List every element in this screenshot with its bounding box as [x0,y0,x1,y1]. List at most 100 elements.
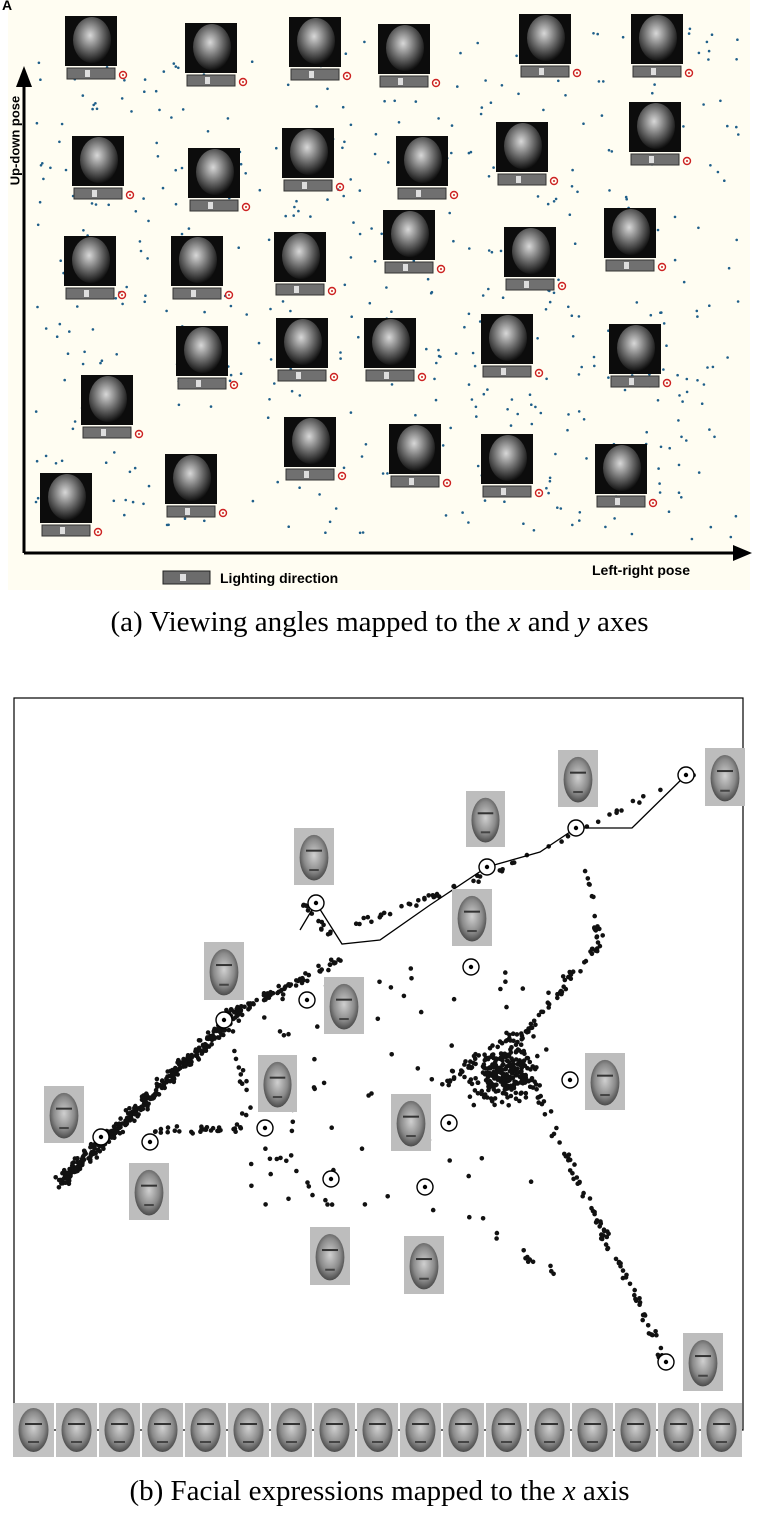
sample-dot [658,491,662,494]
sample-dot [342,466,346,470]
expression-dot [548,1109,554,1114]
expression-dot [489,1052,495,1058]
sample-dot [702,383,706,386]
sample-dot [613,517,616,520]
sample-dot [71,427,75,431]
expression-dot [482,1092,488,1097]
sample-dot [364,443,368,446]
sample-dot [467,383,471,386]
expression-dot [487,1065,493,1070]
strip-face-shape [104,1408,135,1452]
expression-dot [56,1177,62,1183]
sample-dot [557,278,560,282]
lighting-marker [501,368,506,375]
sample-dot [707,58,710,61]
sample-dot [334,507,338,510]
sample-dot [42,177,45,181]
lighting-bar [497,173,547,186]
expression-dot [563,986,569,992]
sample-dot [677,463,681,467]
sample-dot [183,517,187,520]
sample-dot [635,301,639,304]
sample-dot [297,209,300,213]
expression-dot [140,1106,146,1112]
expression-dot [357,921,362,927]
pose-marker [682,156,692,166]
strip-face-shape [61,1408,92,1452]
strip-face-shape [620,1408,651,1452]
strip-face-shape [706,1408,737,1452]
expression-dot [523,1090,529,1096]
expression-dot [632,1287,637,1293]
expression-dot [226,1027,232,1033]
expression-dot [389,1052,395,1057]
expression-dot [319,927,324,932]
expression-dot [494,1236,499,1241]
sample-dot [35,459,39,463]
sample-dot [515,54,518,58]
expression-dot [473,1076,478,1081]
sample-dot [54,462,58,465]
expression-dot [514,1032,520,1037]
expression-dot [94,1155,100,1160]
expression-dot [217,1028,222,1033]
sample-dot [81,94,85,97]
expression-dot [401,993,407,999]
expression-dot [270,990,276,996]
expression-dot [490,1043,495,1048]
sample-dot [556,506,559,510]
sample-dot [735,125,738,129]
expression-dot [539,1009,544,1015]
strip-face-shape [534,1408,565,1452]
expression-dot [519,1049,524,1055]
expression-dot [201,1127,207,1132]
lighting-marker [304,471,309,478]
expression-dot [248,1001,253,1006]
expression-dot [582,960,587,965]
lighting-bar [384,261,434,274]
expression-dot [562,977,568,983]
expression-dot [369,1091,374,1096]
expression-dot [503,1066,509,1072]
sample-dot [736,300,740,303]
sample-dot [577,315,581,318]
expression-dot [243,1112,249,1118]
expression-dot [594,946,600,951]
expression-dot [56,1185,62,1190]
expression-dot [620,1268,626,1273]
face-thumbnail-shape [299,834,329,881]
expression-dot [63,1180,68,1185]
sample-dot [180,166,184,170]
sample-dot [528,393,532,397]
sample-dot [580,365,583,369]
sample-dot [685,377,689,381]
sample-dot [568,213,572,216]
expression-dot [572,1162,577,1167]
pose-marker-dot [339,186,341,188]
sample-dot [293,205,296,209]
sample-dot [437,348,440,352]
expression-dot [319,919,325,925]
expression-dot [244,1087,249,1093]
expression-dot [152,1129,158,1135]
expression-dot [554,1125,559,1131]
expression-dot [499,1067,505,1072]
pose-marker [329,372,339,382]
sample-dot [707,49,711,53]
sample-dot [716,170,720,174]
expression-dot [450,1069,456,1074]
sample-dot [476,464,480,468]
expression-dot [559,989,565,995]
sample-dot [665,344,668,348]
face-thumbnail-eyes [717,770,733,773]
expression-dot [197,1047,203,1053]
sample-dot [95,107,99,111]
expression-dot [471,878,476,884]
pose-marker [224,290,234,300]
expression-dot [158,1126,164,1132]
sample-dot [645,430,648,434]
sample-dot [697,51,701,55]
pose-marker-dot [122,74,124,76]
sample-dot [534,405,537,409]
expression-dot [535,1053,540,1059]
